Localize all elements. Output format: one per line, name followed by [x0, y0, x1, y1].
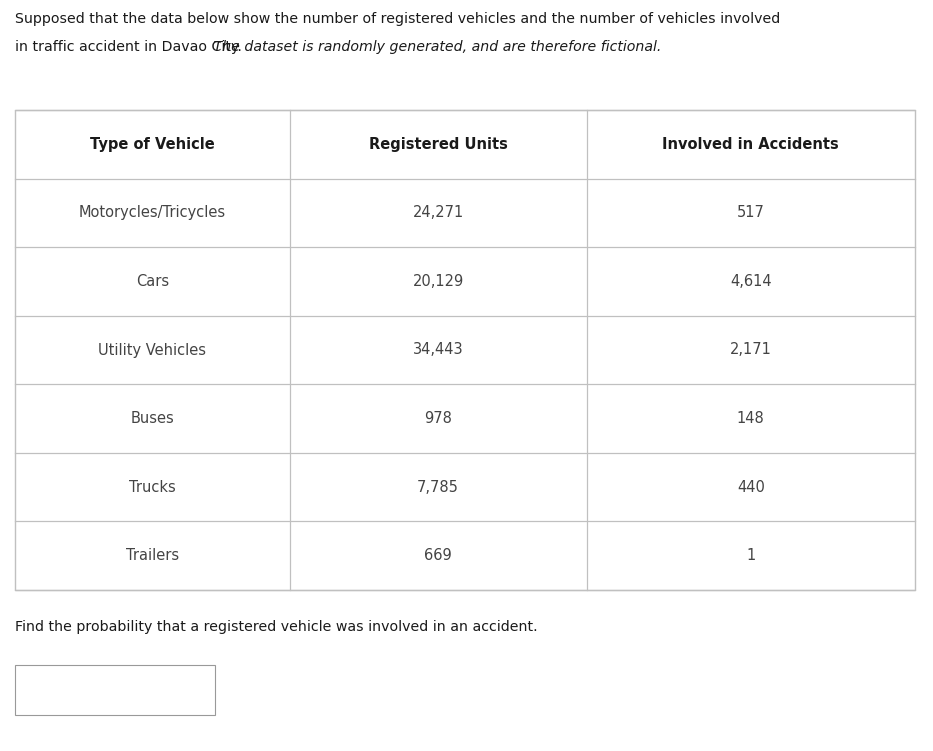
Text: 669: 669	[425, 548, 452, 563]
Text: 7,785: 7,785	[417, 480, 459, 495]
Bar	[15, 665, 215, 715]
Text: Trailers: Trailers	[126, 548, 179, 563]
Text: 34,443: 34,443	[412, 342, 464, 357]
Text: 2,171: 2,171	[730, 342, 772, 357]
Text: Supposed that the data below show the number of registered vehicles and the numb: Supposed that the data below show the nu…	[15, 12, 780, 26]
Text: Motorycles/Tricycles: Motorycles/Tricycles	[78, 205, 226, 220]
Text: 148: 148	[737, 411, 765, 426]
Text: 24,271: 24,271	[412, 205, 464, 220]
Text: Registered Units: Registered Units	[369, 137, 508, 152]
Text: 517: 517	[737, 205, 765, 220]
Text: Trucks: Trucks	[129, 480, 175, 495]
Text: in traffic accident in Davao City.: in traffic accident in Davao City.	[15, 40, 242, 54]
Text: Type of Vehicle: Type of Vehicle	[90, 137, 215, 152]
Text: Involved in Accidents: Involved in Accidents	[662, 137, 839, 152]
Text: The dataset is randomly generated, and are therefore fictional.: The dataset is randomly generated, and a…	[210, 40, 661, 54]
Text: 20,129: 20,129	[412, 274, 464, 289]
Text: Cars: Cars	[135, 274, 169, 289]
Text: 4,614: 4,614	[730, 274, 772, 289]
Text: Utility Vehicles: Utility Vehicles	[98, 342, 206, 357]
Text: 440: 440	[737, 480, 765, 495]
Text: 1: 1	[746, 548, 756, 563]
Text: 978: 978	[425, 411, 452, 426]
Bar	[15, 110, 915, 590]
Text: Find the probability that a registered vehicle was involved in an accident.: Find the probability that a registered v…	[15, 620, 537, 634]
Text: Buses: Buses	[131, 411, 174, 426]
